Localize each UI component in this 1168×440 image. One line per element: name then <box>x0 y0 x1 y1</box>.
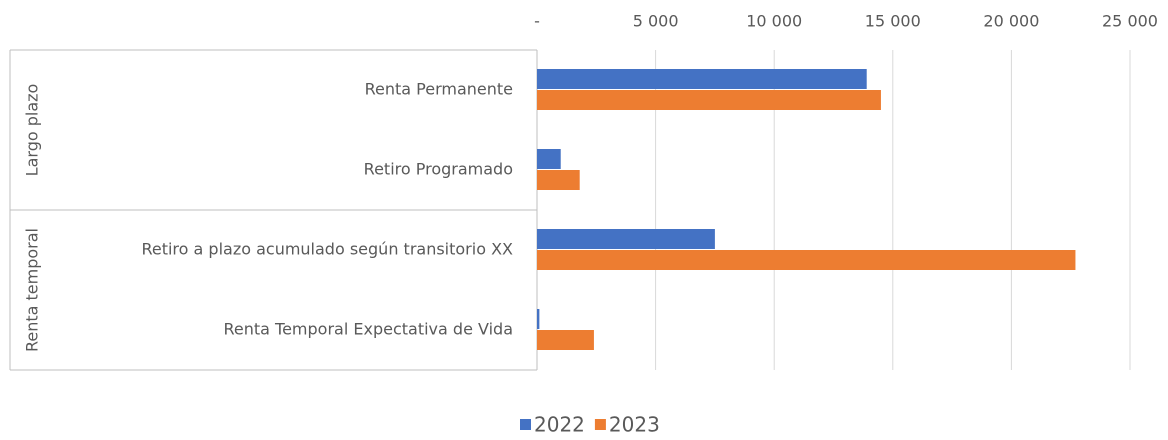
bar <box>537 69 867 89</box>
bar <box>537 330 594 350</box>
x-tick-label: 25 000 <box>1102 12 1158 31</box>
x-tick-label: 15 000 <box>865 12 921 31</box>
group-label: Largo plazo <box>23 84 42 177</box>
bar <box>537 170 580 190</box>
bar <box>537 309 540 329</box>
legend-label: 2023 <box>609 413 660 437</box>
x-tick-label: 5 000 <box>633 12 679 31</box>
legend-swatch <box>520 419 531 430</box>
bar <box>537 90 881 110</box>
x-tick-label: 20 000 <box>983 12 1039 31</box>
y-tick-label: Retiro a plazo acumulado según transitor… <box>141 240 513 259</box>
x-tick-label: 10 000 <box>746 12 802 31</box>
x-tick-label: - <box>534 12 540 31</box>
bar <box>537 250 1076 270</box>
legend-swatch <box>594 419 606 430</box>
bar <box>537 229 715 249</box>
bar <box>537 149 561 169</box>
group-label: Renta temporal <box>23 228 42 352</box>
legend-label: 2022 <box>534 413 585 437</box>
y-tick-label: Renta Permanente <box>365 80 513 99</box>
y-tick-label: Retiro Programado <box>364 160 513 179</box>
y-tick-label: Renta Temporal Expectativa de Vida <box>223 320 513 339</box>
